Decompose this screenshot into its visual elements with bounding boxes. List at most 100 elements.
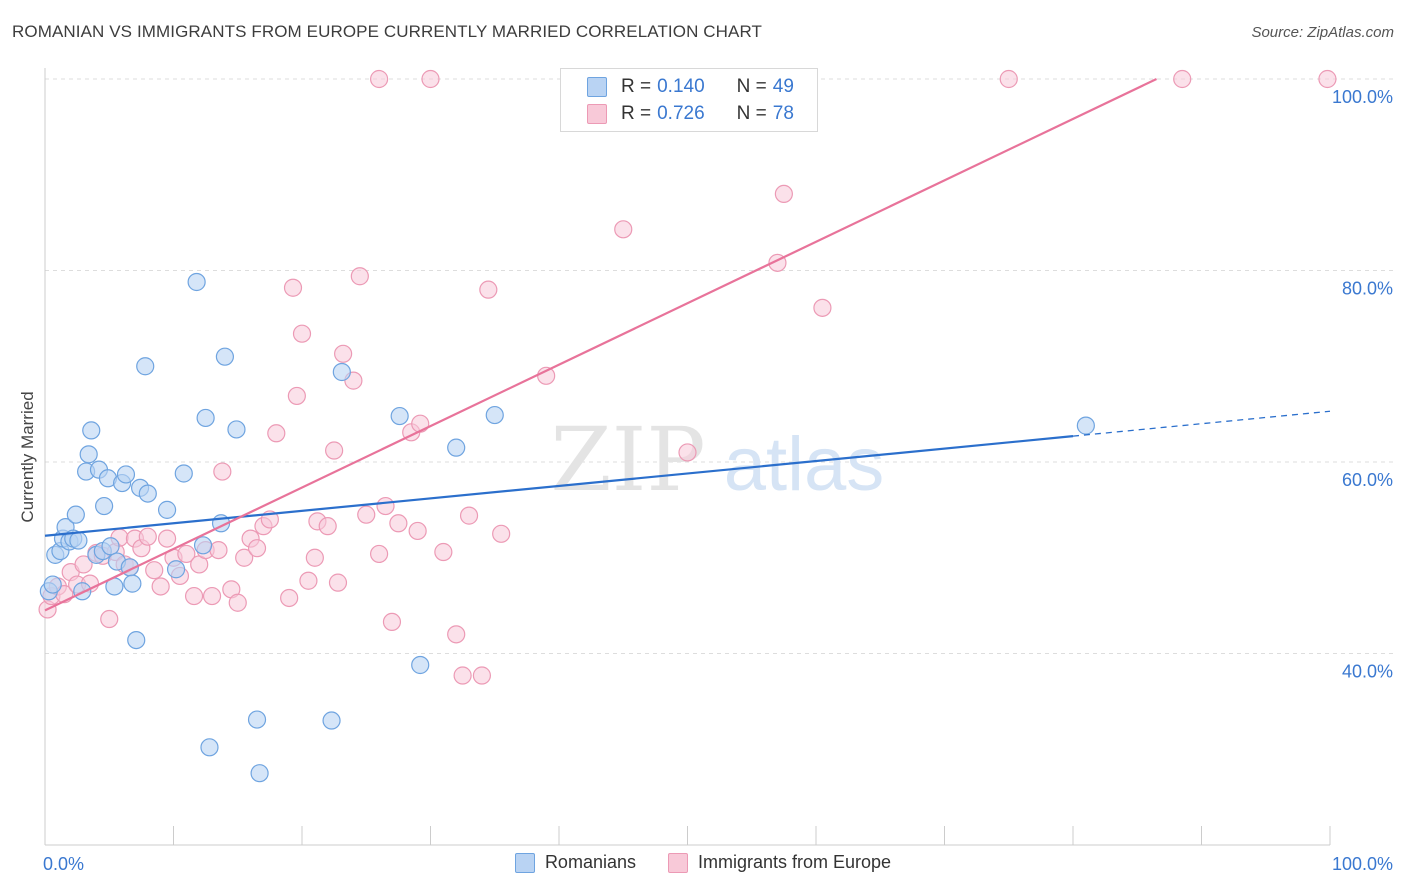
y-tick-label: 80.0% xyxy=(1342,279,1393,299)
data-point-romanians xyxy=(101,537,120,556)
data-point-romanians xyxy=(215,347,234,366)
data-point-immigrants xyxy=(492,524,511,543)
data-point-immigrants xyxy=(74,555,93,574)
legend-row-romanians: R = 0.140 N = 49 xyxy=(587,74,794,100)
trend-line-romanians-extension xyxy=(1072,410,1331,437)
data-point-immigrants xyxy=(213,462,232,481)
data-point-immigrants xyxy=(138,527,157,546)
immigrants-points xyxy=(38,69,1337,685)
data-point-romanians xyxy=(127,630,146,650)
data-point-immigrants xyxy=(157,529,177,548)
axes xyxy=(44,68,1331,846)
watermark: ZIP atlas xyxy=(550,408,884,511)
source-label: Source: ZipAtlas.com xyxy=(1251,24,1394,41)
data-point-romanians xyxy=(116,465,136,484)
data-point-immigrants xyxy=(1173,69,1192,89)
stats-legend: R = 0.140 N = 49 R = 0.726 N = 78 xyxy=(560,68,818,132)
data-point-immigrants xyxy=(209,540,228,560)
x-tick-label: 100.0% xyxy=(1332,854,1393,874)
data-point-immigrants xyxy=(247,539,267,558)
trend-line-romanians xyxy=(44,435,1074,537)
data-point-immigrants xyxy=(325,441,344,460)
data-point-immigrants xyxy=(151,577,170,596)
data-point-immigrants xyxy=(453,666,472,685)
legend-swatch-pink xyxy=(587,104,607,124)
data-point-immigrants xyxy=(999,69,1018,89)
data-point-immigrants xyxy=(267,424,286,443)
data-point-immigrants xyxy=(299,571,318,590)
data-point-romanians xyxy=(322,711,341,730)
data-point-immigrants xyxy=(389,514,408,533)
legend-item-immigrants[interactable]: Immigrants from Europe xyxy=(667,852,891,873)
data-point-romanians xyxy=(174,464,193,483)
legend-item-romanians[interactable]: Romanians xyxy=(514,852,636,873)
data-point-immigrants xyxy=(678,443,697,462)
chart-title: ROMANIAN VS IMMIGRANTS FROM EUROPE CURRE… xyxy=(12,22,763,41)
y-tick-label: 40.0% xyxy=(1342,662,1393,682)
data-point-immigrants xyxy=(472,666,491,685)
data-point-romanians xyxy=(227,420,246,439)
data-point-immigrants xyxy=(774,184,793,203)
data-point-immigrants xyxy=(287,386,306,406)
data-point-immigrants xyxy=(280,588,299,608)
data-point-romanians xyxy=(95,496,114,516)
data-point-romanians xyxy=(69,531,88,550)
legend-label-romanians: Romanians xyxy=(544,852,636,872)
data-point-romanians xyxy=(187,272,206,292)
data-point-immigrants xyxy=(1318,69,1337,89)
data-point-immigrants xyxy=(813,298,832,317)
data-point-romanians xyxy=(411,655,430,675)
data-point-immigrants xyxy=(408,521,427,541)
data-point-romanians xyxy=(73,582,92,601)
data-point-romanians xyxy=(138,484,157,503)
data-point-immigrants xyxy=(145,561,164,580)
data-point-immigrants xyxy=(411,414,430,433)
data-point-romanians xyxy=(247,710,267,729)
data-point-romanians xyxy=(250,764,269,783)
data-point-romanians xyxy=(1076,416,1095,435)
data-point-immigrants xyxy=(382,612,402,632)
data-point-romanians xyxy=(332,362,351,382)
data-point-immigrants xyxy=(350,267,369,286)
tick-labels: 40.0% 60.0% 80.0% 100.0% 0.0% 100.0% xyxy=(43,87,1393,874)
data-point-romanians xyxy=(166,560,186,579)
data-point-immigrants xyxy=(318,517,337,536)
legend-n-label: N = xyxy=(736,103,767,124)
data-point-romanians xyxy=(390,406,409,426)
romanians-points xyxy=(39,272,1095,783)
data-point-immigrants xyxy=(177,544,196,564)
data-point-immigrants xyxy=(479,280,498,299)
data-point-immigrants xyxy=(370,544,389,564)
legend-r-label: R = xyxy=(621,103,652,124)
data-point-romanians xyxy=(136,357,155,376)
data-point-immigrants xyxy=(334,344,353,363)
data-point-romanians xyxy=(157,500,177,519)
watermark-zip: ZIP xyxy=(550,408,705,511)
data-point-romanians xyxy=(193,536,213,555)
data-point-romanians xyxy=(447,438,466,457)
data-point-immigrants xyxy=(614,220,633,239)
data-point-immigrants xyxy=(228,593,247,612)
legend-swatch-blue xyxy=(514,852,535,873)
legend-r-label: R = xyxy=(621,76,652,97)
legend-swatch-pink xyxy=(667,852,688,873)
x-tick-label: 0.0% xyxy=(43,854,84,874)
data-point-romanians xyxy=(196,408,215,428)
trend-lines xyxy=(44,78,1331,612)
data-point-immigrants xyxy=(459,506,479,525)
data-point-immigrants xyxy=(283,278,303,297)
legend-row-immigrants: R = 0.726 N = 78 xyxy=(587,101,794,127)
legend-r-value: 0.140 xyxy=(657,76,705,97)
data-point-romanians xyxy=(485,405,504,425)
grid-lines xyxy=(45,78,1393,654)
data-point-immigrants xyxy=(421,69,440,89)
data-point-immigrants xyxy=(292,324,312,343)
data-point-immigrants xyxy=(434,542,453,562)
data-point-immigrants xyxy=(235,548,254,567)
legend-n-value: 49 xyxy=(772,76,794,97)
legend-n-label: N = xyxy=(736,76,767,97)
data-point-immigrants xyxy=(370,69,389,89)
data-point-romanians xyxy=(123,574,142,593)
y-tick-label: 60.0% xyxy=(1342,470,1393,490)
